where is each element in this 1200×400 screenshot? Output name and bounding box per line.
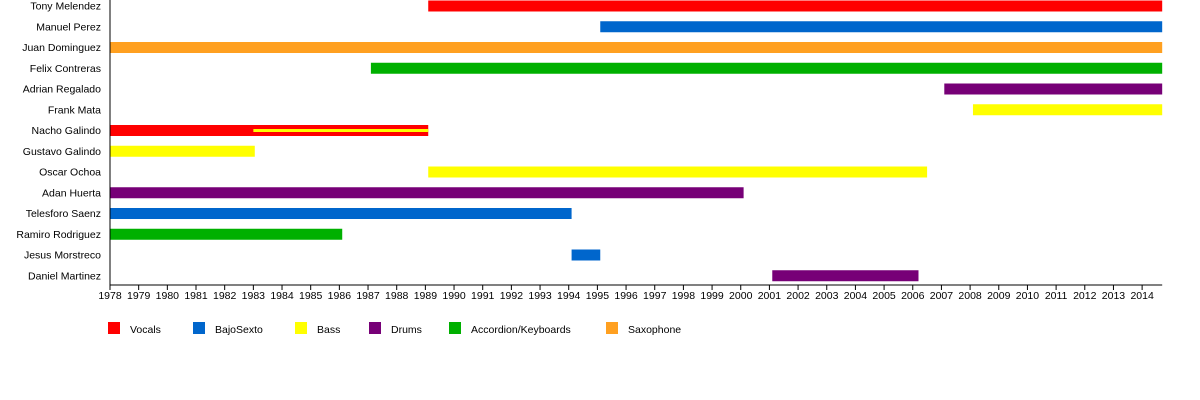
legend-swatch bbox=[295, 322, 307, 334]
x-tick-label: 1984 bbox=[270, 290, 294, 302]
x-tick-label: 2000 bbox=[729, 290, 753, 302]
x-tick-label: 2011 bbox=[1045, 290, 1068, 302]
x-tick-label: 2009 bbox=[987, 290, 1011, 302]
x-tick-label: 1992 bbox=[500, 290, 524, 302]
x-tick-label: 2008 bbox=[958, 290, 982, 302]
role-bar bbox=[571, 249, 601, 261]
legend-swatch bbox=[449, 322, 461, 334]
x-tick-label: 2005 bbox=[872, 290, 896, 302]
x-tick-label: 1981 bbox=[184, 290, 208, 302]
member-label: Jesus Morstreco bbox=[24, 250, 101, 262]
x-tick-label: 1987 bbox=[356, 290, 380, 302]
x-tick-label: 1990 bbox=[442, 290, 466, 302]
role-bar bbox=[110, 187, 744, 199]
role-bar bbox=[428, 0, 1163, 12]
role-bar bbox=[600, 21, 1163, 33]
legend-swatch bbox=[606, 322, 618, 334]
member-label: Telesforo Saenz bbox=[26, 208, 101, 220]
member-label: Gustavo Galindo bbox=[23, 146, 101, 158]
member-label: Daniel Martinez bbox=[28, 270, 101, 282]
x-tick-label: 1980 bbox=[156, 290, 180, 302]
x-tick-label: 1989 bbox=[414, 290, 438, 302]
x-tick-label: 1995 bbox=[586, 290, 610, 302]
legend-label: Bass bbox=[317, 324, 340, 336]
x-tick-label: 1986 bbox=[328, 290, 352, 302]
x-tick-label: 2003 bbox=[815, 290, 839, 302]
member-label: Tony Melendez bbox=[30, 1, 101, 13]
x-tick-label: 1999 bbox=[700, 290, 724, 302]
legend-swatch bbox=[108, 322, 120, 334]
x-tick-label: 2012 bbox=[1073, 290, 1097, 302]
x-tick-label: 2010 bbox=[1016, 290, 1040, 302]
x-tick-label: 1991 bbox=[471, 290, 495, 302]
legend-swatch bbox=[369, 322, 381, 334]
role-bar bbox=[110, 208, 572, 219]
x-tick-label: 1997 bbox=[643, 290, 667, 302]
x-tick-label: 2007 bbox=[930, 290, 954, 302]
member-label: Frank Mata bbox=[48, 104, 101, 116]
role-bar bbox=[110, 228, 343, 240]
legend-label: Vocals bbox=[130, 324, 161, 336]
role-bar bbox=[110, 42, 1163, 53]
legend-label: BajoSexto bbox=[215, 324, 263, 336]
x-tick-label: 1978 bbox=[98, 290, 122, 302]
x-tick-label: 1983 bbox=[242, 290, 266, 302]
member-label: Ramiro Rodriguez bbox=[16, 229, 101, 241]
x-tick-label: 2014 bbox=[1130, 290, 1154, 302]
legend-label: Saxophone bbox=[628, 324, 681, 336]
role-bar bbox=[428, 166, 928, 178]
role-bar bbox=[972, 104, 1163, 116]
x-tick-label: 1996 bbox=[614, 290, 638, 302]
member-label: Adrian Regalado bbox=[23, 84, 101, 96]
legend-label: Drums bbox=[391, 324, 422, 336]
member-label: Juan Dominguez bbox=[22, 42, 101, 54]
x-tick-label: 2001 bbox=[758, 290, 782, 302]
x-tick-label: 2004 bbox=[844, 290, 868, 302]
x-tick-label: 2013 bbox=[1102, 290, 1126, 302]
x-tick-label: 1998 bbox=[672, 290, 696, 302]
role-bar bbox=[370, 62, 1163, 74]
legend-label: Accordion/Keyboards bbox=[471, 324, 571, 336]
x-tick-label: 1979 bbox=[127, 290, 151, 302]
role-bar bbox=[944, 83, 1163, 95]
role-bar bbox=[110, 145, 255, 157]
x-tick-label: 1994 bbox=[557, 290, 581, 302]
x-tick-label: 1993 bbox=[528, 290, 552, 302]
member-label: Adan Huerta bbox=[42, 187, 101, 199]
x-tick-label: 1985 bbox=[299, 290, 323, 302]
member-label: Oscar Ochoa bbox=[39, 167, 101, 179]
x-tick-label: 1988 bbox=[385, 290, 409, 302]
role-bar bbox=[772, 270, 919, 282]
member-label: Felix Contreras bbox=[30, 63, 101, 75]
member-label: Nacho Galindo bbox=[32, 125, 102, 137]
x-tick-label: 2006 bbox=[901, 290, 925, 302]
role-bar-thin bbox=[253, 129, 429, 132]
member-label: Manuel Perez bbox=[36, 21, 101, 33]
legend-swatch bbox=[193, 322, 205, 334]
x-tick-label: 2002 bbox=[786, 290, 810, 302]
x-tick-label: 1982 bbox=[213, 290, 237, 302]
